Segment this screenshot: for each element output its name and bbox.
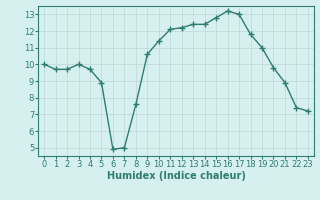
X-axis label: Humidex (Indice chaleur): Humidex (Indice chaleur): [107, 171, 245, 181]
